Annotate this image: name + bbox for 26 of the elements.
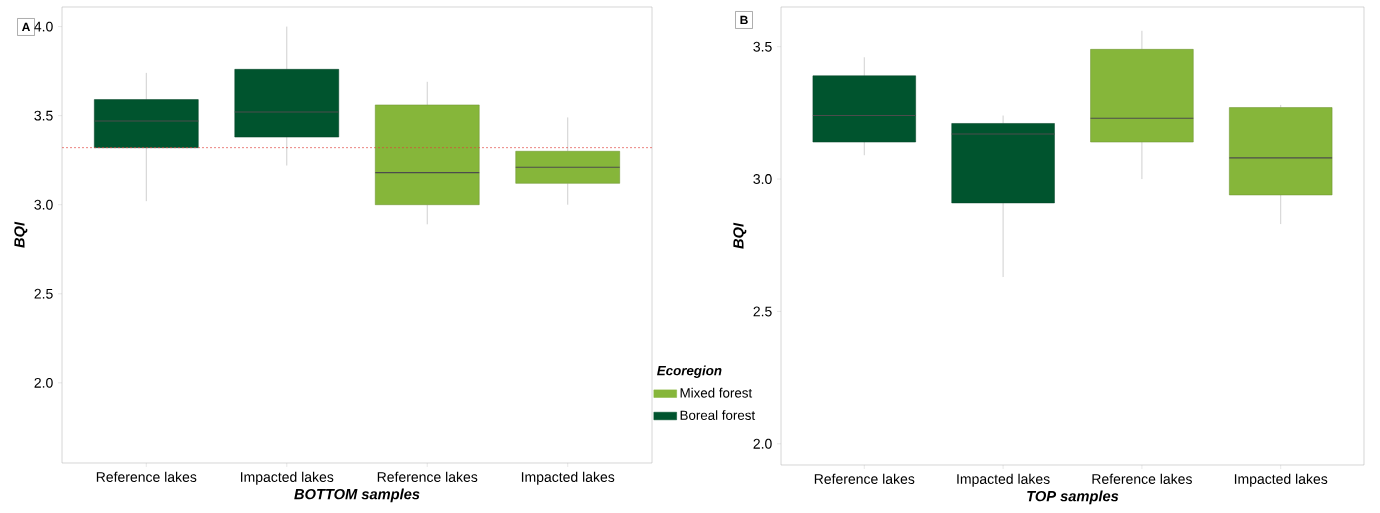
x-tick-label: Impacted lakes (521, 471, 615, 485)
y-tick-label: 2.0 (34, 377, 53, 388)
x-tick-label: Impacted lakes (240, 471, 334, 485)
y-tick-label: 3.5 (34, 110, 53, 121)
y-tick-label: 3.5 (753, 41, 772, 52)
y-axis-title: BQI (733, 222, 747, 249)
y-tick-label: 2.0 (753, 438, 772, 449)
y-tick-label: 4.0 (34, 21, 53, 32)
y-tick-label: 3.0 (34, 199, 53, 210)
y-axis-title: BQI (14, 221, 28, 248)
x-tick-label: Reference lakes (96, 471, 197, 482)
x-tick-label: Reference lakes (377, 471, 478, 482)
x-tick-label: Impacted lakes (957, 473, 1050, 487)
x-tick-label: Reference lakes (1092, 473, 1192, 484)
text: A (21, 22, 31, 32)
legend-label: Mixed forest (680, 387, 753, 398)
legend-title: Ecoregion (657, 365, 722, 378)
text: B (740, 15, 748, 25)
y-tick-label: 3.0 (753, 174, 772, 185)
x-tick-label: Impacted lakes (1234, 473, 1328, 487)
x-tick-label: Reference lakes (814, 473, 915, 484)
legend-label: Boreal forest (680, 410, 756, 420)
x-axis-title: TOP samples (1027, 490, 1119, 505)
y-tick-label: 2.5 (753, 306, 772, 317)
x-axis-title: BOTTOM samples (294, 488, 420, 503)
y-tick-label: 2.5 (34, 288, 53, 299)
